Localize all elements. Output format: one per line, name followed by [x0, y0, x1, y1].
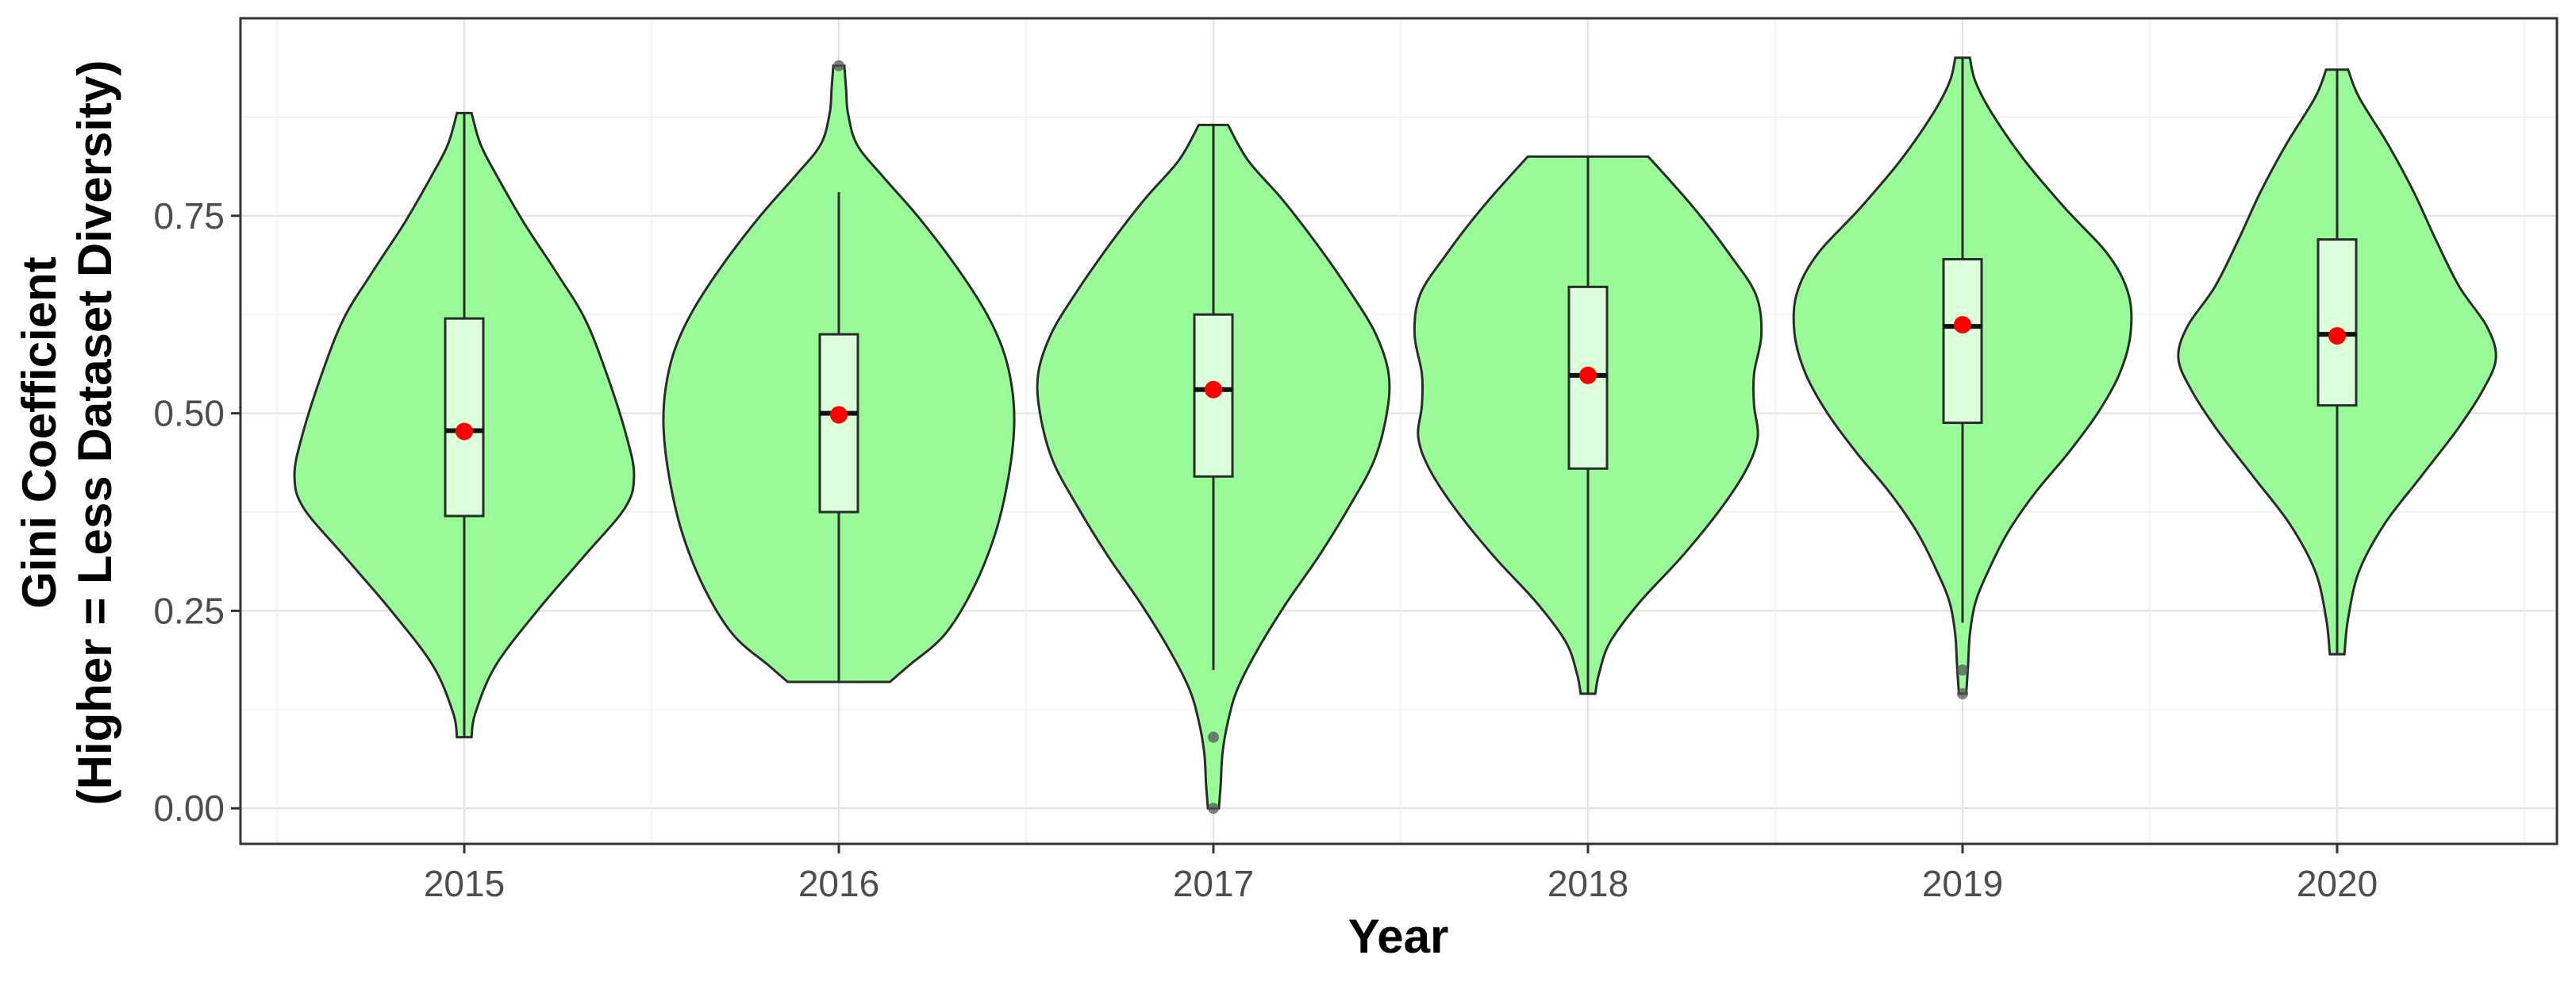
- x-tick-label: 2020: [2297, 863, 2378, 904]
- y-axis-title-line2: (Higher = Less Dataset Diversity): [68, 60, 121, 806]
- violin-2020: [2177, 68, 2497, 656]
- mean-point: [1954, 316, 1971, 334]
- outlier-point: [833, 60, 844, 71]
- mean-point: [1579, 366, 1597, 384]
- mean-point: [2328, 327, 2346, 345]
- y-axis-ticks: 0.00 0.25 0.50 0.75: [153, 195, 240, 829]
- violins: [293, 56, 2497, 814]
- x-tick-label: 2015: [424, 863, 505, 904]
- x-tick-label: 2018: [1548, 863, 1628, 904]
- x-tick-label: 2017: [1173, 863, 1254, 904]
- box: [1942, 258, 1983, 425]
- x-axis-ticks: 2015 2016 2017 2018 2019 2020: [424, 844, 2378, 904]
- outlier-point: [1208, 731, 1219, 743]
- box: [444, 317, 485, 518]
- mean-point: [456, 422, 473, 441]
- violin-2016: [662, 60, 1016, 684]
- y-tick-label: 0.00: [153, 788, 225, 829]
- y-axis-title-line1: Gini Coefficient: [13, 256, 66, 608]
- outlier-point: [1208, 803, 1219, 814]
- violin-2018: [1413, 155, 1763, 695]
- mean-point: [830, 406, 848, 424]
- violin-2015: [293, 111, 636, 739]
- y-tick-label: 0.25: [153, 590, 225, 631]
- violin-2019: [1792, 56, 2133, 699]
- y-tick-label: 0.50: [153, 393, 225, 434]
- panel-border: [239, 17, 2559, 845]
- panel-background: [240, 18, 2557, 844]
- outlier-point: [1957, 664, 1968, 676]
- violin-2017: [1036, 123, 1391, 814]
- outlier-point: [1957, 687, 1968, 699]
- x-tick-label: 2016: [798, 863, 879, 904]
- box: [2316, 238, 2358, 407]
- mean-point: [1205, 380, 1222, 399]
- x-tick-label: 2019: [1922, 863, 2003, 904]
- y-tick-label: 0.75: [153, 195, 225, 237]
- x-axis-title: Year: [1348, 910, 1449, 963]
